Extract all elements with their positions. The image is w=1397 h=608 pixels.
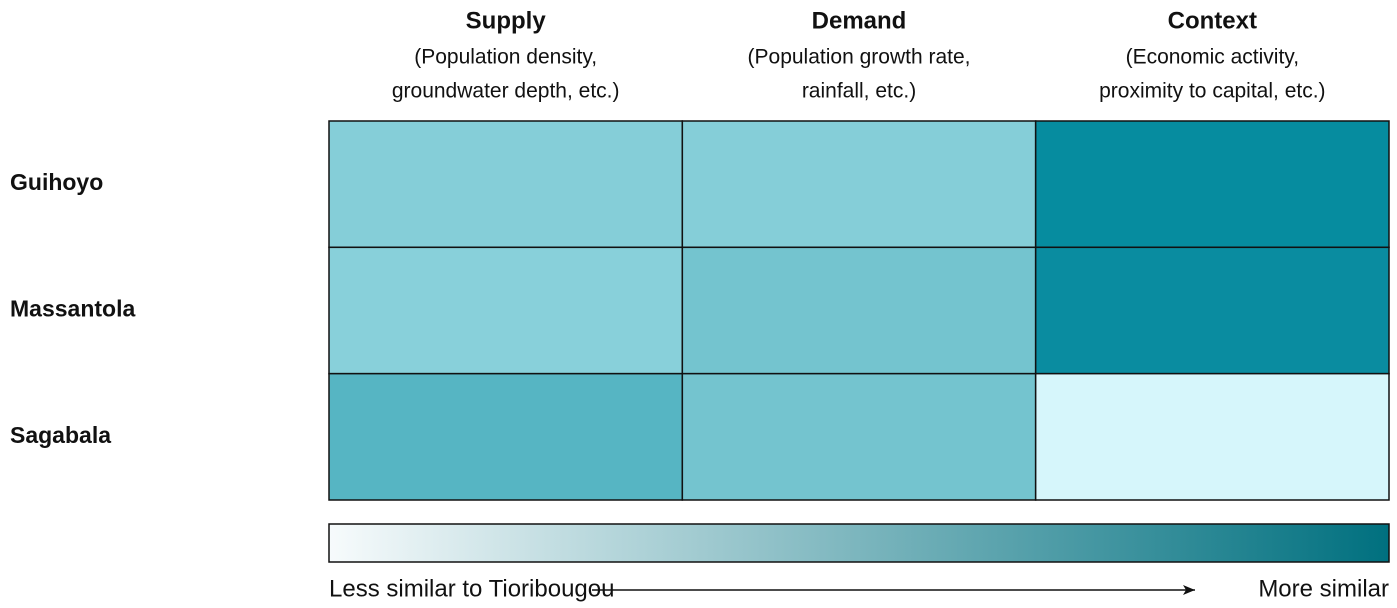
colorbar [328,523,1390,563]
cell [328,246,684,375]
cell [1034,246,1390,375]
cell [1034,120,1390,249]
row-label: Guihoyo [10,169,103,195]
column-title: Demand [812,7,907,34]
column-subtitle: proximity to capital, etc.) [1099,80,1325,103]
colorbar-right-label: More similar [1258,575,1389,602]
column-subtitle: (Population density, [414,46,597,69]
column-subtitle: groundwater depth, etc.) [392,80,620,103]
cell [681,372,1037,501]
cell [1034,372,1390,501]
column-subtitle: (Economic activity, [1126,46,1300,69]
cell [681,120,1037,249]
column-subtitle: rainfall, etc.) [802,80,916,103]
column-title: Context [1168,7,1257,34]
row-label: Sagabala [10,422,111,448]
column-title: Supply [466,7,547,34]
cell [681,246,1037,375]
cell [328,120,684,249]
row-label: Massantola [10,296,135,322]
column-subtitle: (Population growth rate, [748,46,971,69]
cell [328,372,684,501]
colorbar-left-label: Less similar to Tioribougou [329,575,614,602]
